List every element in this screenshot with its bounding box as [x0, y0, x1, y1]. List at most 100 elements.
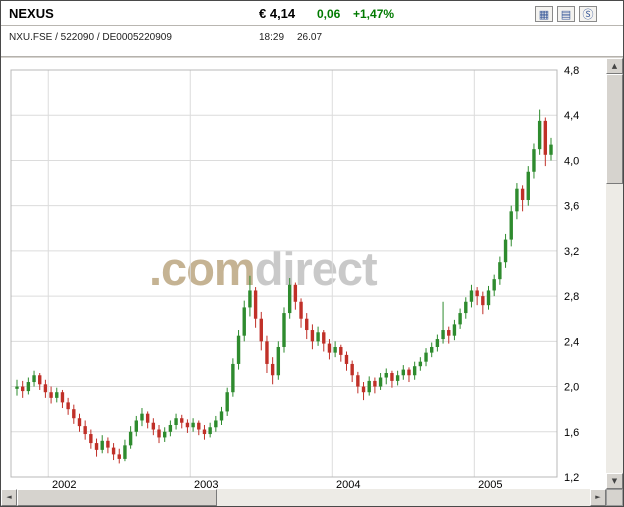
horizontal-scrollbar[interactable]: ◄ ► [1, 489, 606, 506]
candle-body [225, 392, 229, 412]
candle-body [94, 443, 99, 450]
candle-body [287, 284, 292, 314]
candle-body [327, 343, 332, 353]
candle-body [390, 372, 394, 381]
candle-body [49, 392, 53, 398]
candle-body [356, 375, 360, 387]
bar-chart-icon[interactable]: ▦ [535, 6, 553, 22]
candle-body [333, 346, 337, 353]
candle-body [128, 431, 133, 446]
candle-body [384, 372, 388, 378]
candle-body [509, 211, 513, 240]
line-chart-icon[interactable]: ▤ [557, 6, 575, 22]
y-tick-label: 2,4 [564, 336, 579, 348]
candle-body [89, 434, 93, 444]
candle-body [407, 369, 411, 376]
y-tick-label: 1,2 [564, 472, 579, 484]
y-tick-label: 3,6 [564, 201, 579, 213]
candle-body [163, 431, 167, 438]
price-change-percent: +1,47% [353, 7, 395, 21]
x-tick-label: 2004 [336, 479, 360, 489]
candle-body [378, 377, 383, 387]
candle-body [401, 369, 405, 376]
x-tick-label: 2005 [478, 479, 502, 489]
candle-body [151, 422, 156, 430]
candle-body [305, 318, 309, 331]
candle-body [157, 429, 161, 438]
chart-toolbar: ▦ ▤ Ⓢ [535, 6, 597, 22]
candle-body [248, 290, 252, 308]
y-tick-label: 4,4 [564, 110, 579, 122]
candle-body [339, 346, 343, 355]
x-tick-label: 2002 [52, 479, 76, 489]
candle-body [197, 422, 201, 430]
candle-body [174, 418, 178, 425]
scroll-up-icon[interactable]: ▲ [606, 58, 623, 74]
price-change-absolute: 0,06 [317, 7, 341, 21]
candle-body [441, 330, 445, 340]
y-tick-label: 4,8 [564, 65, 579, 77]
candle-body [481, 296, 485, 306]
candle-body [83, 426, 87, 435]
candle-body [259, 318, 263, 342]
candle-body [214, 420, 218, 428]
candle-body [72, 409, 76, 419]
candle-body [299, 301, 303, 319]
scroll-right-icon[interactable]: ► [590, 489, 606, 506]
candle-body [145, 413, 150, 423]
y-tick-label: 3,2 [564, 246, 579, 258]
vertical-scrollbar[interactable]: ▲ ▼ [606, 58, 623, 489]
candle-body [469, 290, 474, 302]
scroll-left-icon[interactable]: ◄ [1, 489, 17, 506]
candle-body [526, 171, 530, 201]
candle-body [293, 284, 298, 302]
y-tick-label: 4,0 [564, 155, 579, 167]
candle-body [373, 380, 377, 387]
quote-date: 26.07 [297, 32, 323, 43]
candle-body [412, 366, 417, 376]
candle-body [26, 382, 31, 392]
candle-body [140, 413, 144, 421]
instrument-name: NEXUS [9, 6, 54, 21]
snapshot-icon[interactable]: Ⓢ [579, 6, 597, 22]
candle-body [219, 411, 224, 421]
price-value: € 4,14 [259, 6, 296, 21]
candle-body [38, 375, 42, 385]
candle-body [276, 346, 281, 376]
candle-body [123, 445, 127, 459]
candle-body [310, 330, 315, 342]
scrollbar-corner [606, 489, 623, 506]
candle-body [520, 188, 525, 201]
quote-header: NEXUS € 4,14 0,06 +1,47% ▦ ▤ Ⓢ NXU.FSE /… [1, 1, 623, 57]
candle-body [202, 429, 207, 435]
vertical-scroll-thumb[interactable] [606, 74, 623, 184]
candle-body [253, 290, 258, 319]
scroll-down-icon[interactable]: ▼ [606, 473, 623, 489]
candle-body [498, 262, 502, 280]
candle-body [464, 301, 468, 314]
candle-body [424, 352, 428, 362]
candle-body [168, 424, 173, 432]
candle-body [458, 313, 462, 325]
candle-body [100, 440, 104, 450]
candle-body [395, 375, 400, 381]
quote-time: 18:29 [259, 32, 285, 43]
candle-body [361, 386, 366, 393]
candle-body [532, 149, 536, 172]
candle-body [191, 422, 195, 428]
candle-body [270, 363, 275, 376]
candle-body [180, 418, 184, 423]
candle-body [549, 144, 553, 155]
horizontal-scroll-thumb[interactable] [17, 489, 217, 506]
candle-body [435, 339, 440, 347]
candle-body [418, 361, 423, 367]
instrument-ids: NXU.FSE / 522090 / DE0005220909 [9, 32, 172, 43]
candle-body [515, 188, 519, 212]
candle-body [134, 420, 138, 432]
candle-body [350, 363, 354, 376]
candle-body [55, 392, 59, 398]
candle-body [322, 332, 326, 344]
header-divider [1, 25, 623, 26]
candle-body [117, 454, 121, 459]
